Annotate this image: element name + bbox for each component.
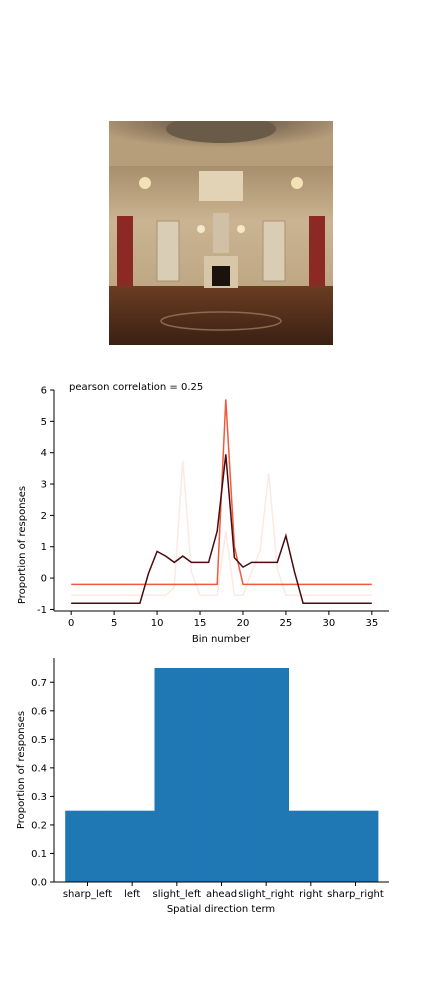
x-tick-label: 5 [111,618,117,629]
y-tick-label: 0.6 [31,706,47,717]
x-tick-label: 20 [237,618,250,629]
series-line-faint [71,460,372,597]
x-tick-label: 0 [68,618,74,629]
ornate-ballroom-photo [109,121,333,345]
y-tick-label: 0.1 [31,849,47,860]
bar-sharp_right [333,810,379,882]
y-tick-label: 0 [41,574,47,585]
x-tick-label: slight_right [238,889,294,900]
y-tick-label: 0.4 [31,763,47,774]
y-tick-label: 0.0 [31,878,47,889]
y-tick-label: 1 [41,542,47,553]
x-axis-label: Bin number [192,634,251,645]
bar-ahead [199,668,245,882]
y-tick-label: 3 [41,480,47,491]
y-tick-label: 2 [41,511,47,522]
y-tick-label: 0.3 [31,792,47,803]
y-tick-label: 0.5 [31,735,47,746]
x-tick-label: sharp_left [63,889,112,900]
y-axis-label: Proportion of responses [16,711,27,829]
bar-slight_left [154,668,200,882]
x-tick-label: 25 [280,618,293,629]
x-tick-label: 10 [151,618,164,629]
line-chart: pearson correlation = 0.25 0 5 10 15 20 25 30 3… [17,382,389,645]
x-tick-label: sharp_right [327,889,384,900]
x-tick-label: 30 [323,618,336,629]
x-tick-label: slight_left [153,889,202,900]
x-axis-label: Spatial direction term [167,904,275,915]
x-tick-label: left [124,889,140,900]
x-tick-label: right [299,889,323,900]
x-tick-label: 35 [365,618,378,629]
y-tick-label: 0.7 [31,678,47,689]
y-tick-label: 6 [41,386,47,397]
y-tick-label: 0.2 [31,820,47,831]
correlation-annotation: pearson correlation = 0.25 [69,382,203,393]
bar-chart: sharp_left left slight_left ahead slight_rig… [16,658,389,915]
x-tick-label: 15 [194,618,207,629]
bar-left [109,810,155,882]
y-tick-label: 4 [41,448,47,459]
bar-sharp_left [65,810,111,882]
series-line-dark [71,454,372,604]
bar-right [288,810,334,882]
y-tick-label: -1 [37,605,47,616]
y-axis-label: Proportion of responses [17,486,28,604]
bar-slight_right [243,668,289,882]
x-tick-label: ahead [206,889,237,900]
y-tick-label: 5 [41,417,47,428]
